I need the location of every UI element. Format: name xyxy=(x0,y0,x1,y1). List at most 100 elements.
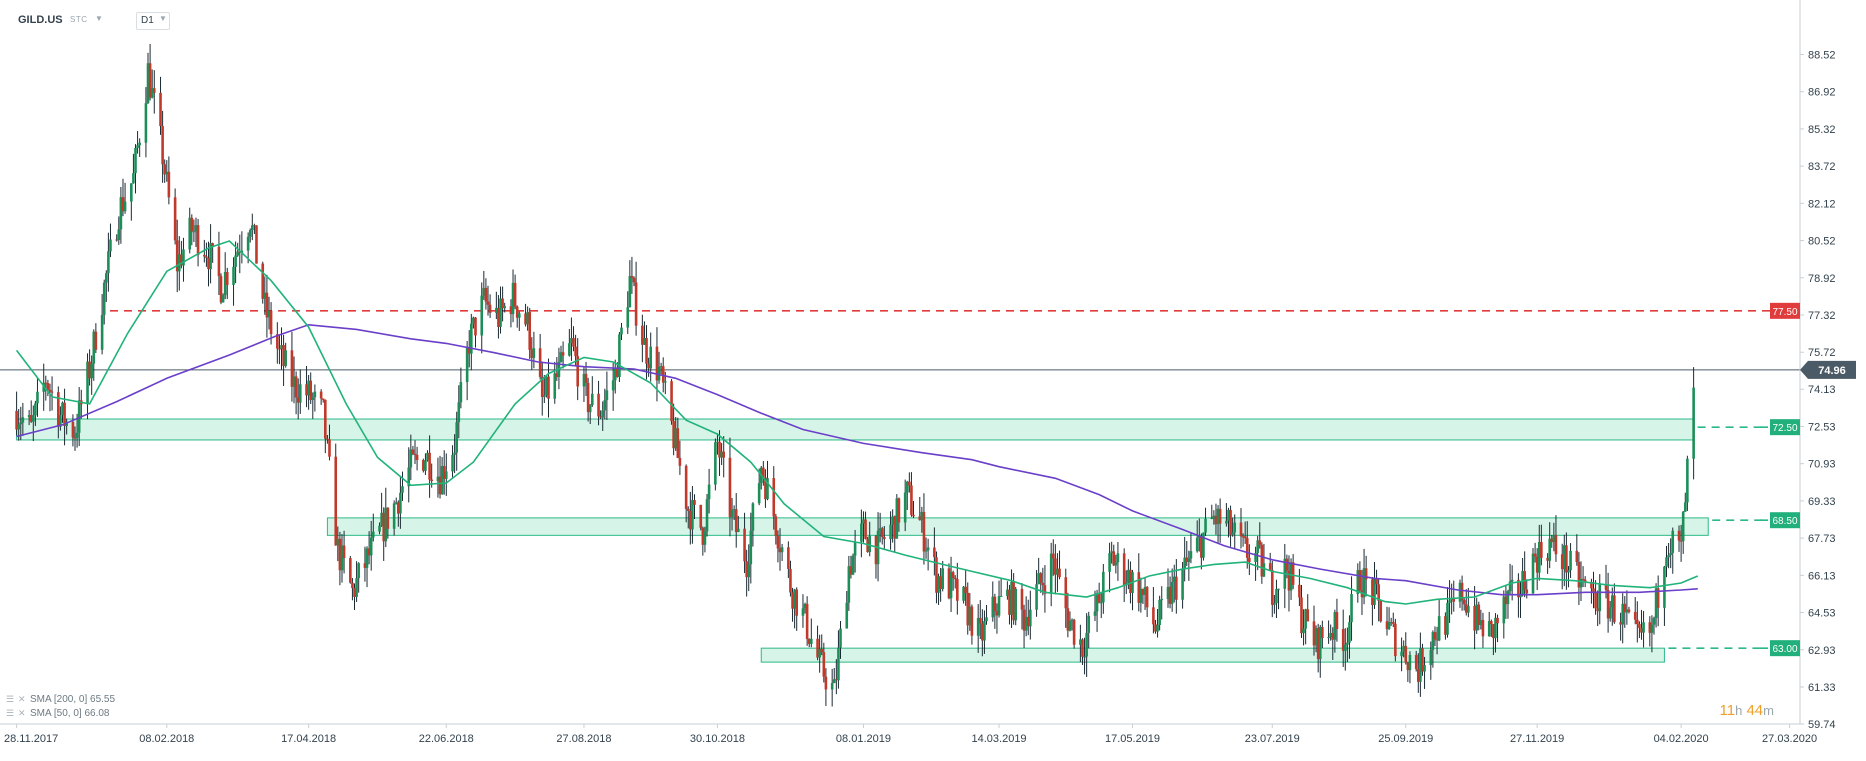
candle-body xyxy=(1329,632,1332,638)
close-icon[interactable]: ✕ xyxy=(18,708,26,718)
chevron-down-icon[interactable]: ▼ xyxy=(95,14,103,23)
candle-body xyxy=(1686,458,1689,503)
candle-body xyxy=(1202,532,1205,558)
candle-body xyxy=(889,524,892,540)
level-tag-label: 68.50 xyxy=(1772,516,1797,527)
y-tick-label: 61.33 xyxy=(1808,682,1836,694)
y-tick-label: 77.32 xyxy=(1808,310,1836,322)
price-type-label[interactable]: STC xyxy=(70,15,88,24)
candle-body xyxy=(470,323,473,354)
y-tick-label: 62.93 xyxy=(1808,645,1836,657)
candle-body xyxy=(1656,588,1660,608)
candle-body xyxy=(1006,589,1009,596)
indicator-settings-icon[interactable]: ☰ xyxy=(6,694,15,704)
candle-body xyxy=(732,509,736,511)
candle-body xyxy=(1141,588,1145,595)
y-tick-label: 69.33 xyxy=(1808,496,1836,508)
candle-body xyxy=(328,439,331,457)
candle-body xyxy=(699,504,703,528)
candle-body xyxy=(90,363,93,379)
candle-body xyxy=(311,397,315,401)
candle-body xyxy=(472,317,475,324)
candle-body xyxy=(743,528,746,562)
candle-body xyxy=(924,550,928,552)
candle-body xyxy=(1227,509,1230,521)
candle-body xyxy=(728,457,732,517)
candle-body xyxy=(255,225,258,264)
candle-body xyxy=(1416,669,1420,682)
x-tick-label: 25.09.2019 xyxy=(1378,733,1433,745)
candle-body xyxy=(1110,551,1113,554)
candle-body xyxy=(1464,604,1468,613)
instrument-symbol[interactable]: GILD.US xyxy=(18,14,63,26)
candle-body xyxy=(442,466,446,479)
candle-body xyxy=(1304,609,1307,629)
legend-sma200[interactable]: ☰ ✕ SMA [200, 0] 65.55 xyxy=(6,694,115,705)
candle-body xyxy=(27,415,31,418)
candle-body xyxy=(1043,585,1047,594)
indicator-settings-icon[interactable]: ☰ xyxy=(6,708,15,718)
candle-body xyxy=(253,225,256,227)
candle-body xyxy=(163,164,166,175)
candle-body xyxy=(1508,581,1512,592)
candle-body xyxy=(862,519,865,524)
candle-body xyxy=(1085,632,1088,657)
candle-body xyxy=(59,415,62,427)
candle-body xyxy=(165,171,169,175)
candle-body xyxy=(1093,611,1097,616)
candle-body xyxy=(205,256,208,258)
candle-body xyxy=(88,361,91,379)
chevron-down-icon[interactable]: ▼ xyxy=(159,14,167,23)
candle-body xyxy=(868,535,872,553)
candle-body xyxy=(1233,522,1237,533)
candle-body xyxy=(1479,620,1483,625)
candle-body xyxy=(424,460,427,471)
candle-body xyxy=(1087,615,1091,633)
candle-body xyxy=(1638,624,1641,628)
candle-body xyxy=(764,477,767,500)
candle-body xyxy=(645,337,648,364)
candle-body xyxy=(1154,624,1157,632)
candle-body xyxy=(845,602,849,629)
legend-sma50[interactable]: ☰ ✕ SMA [50, 0] 66.08 xyxy=(6,708,110,719)
close-icon[interactable]: ✕ xyxy=(18,694,26,704)
candle-body xyxy=(123,201,127,212)
candle-body xyxy=(643,337,646,345)
candle-body xyxy=(1058,568,1061,578)
candle-body xyxy=(1475,604,1478,631)
candle-body xyxy=(860,523,863,542)
timeframe-select[interactable] xyxy=(136,12,170,30)
candle-body xyxy=(1402,645,1405,652)
candle-body xyxy=(1404,645,1408,663)
candle-body xyxy=(1575,550,1579,562)
candle-body xyxy=(357,563,360,579)
candle-body xyxy=(976,617,980,636)
candle-body xyxy=(803,603,807,609)
candle-body xyxy=(747,564,751,578)
x-tick-label: 08.01.2019 xyxy=(836,733,891,745)
candle-body xyxy=(1533,553,1537,557)
candle-body xyxy=(574,346,577,357)
candle-body xyxy=(1181,568,1184,600)
candle-body xyxy=(305,384,308,396)
candle-body xyxy=(1494,617,1497,639)
candle-body xyxy=(1049,553,1053,594)
level-tag xyxy=(1770,512,1800,529)
candle-body xyxy=(618,334,621,378)
candle-body xyxy=(292,376,296,387)
candle-body xyxy=(457,402,461,423)
candle-body xyxy=(1473,606,1476,631)
candle-body xyxy=(474,317,477,336)
candle-body xyxy=(17,424,20,430)
candle-body xyxy=(152,88,156,93)
candle-body xyxy=(1172,576,1176,582)
candle-body xyxy=(196,225,200,256)
candle-body xyxy=(296,397,300,403)
candle-body xyxy=(1335,612,1339,629)
candle-body xyxy=(851,555,855,575)
candle-body xyxy=(822,652,826,677)
candle-body xyxy=(75,432,79,439)
y-tick-label: 70.93 xyxy=(1808,459,1836,471)
candle-body xyxy=(1510,579,1514,582)
